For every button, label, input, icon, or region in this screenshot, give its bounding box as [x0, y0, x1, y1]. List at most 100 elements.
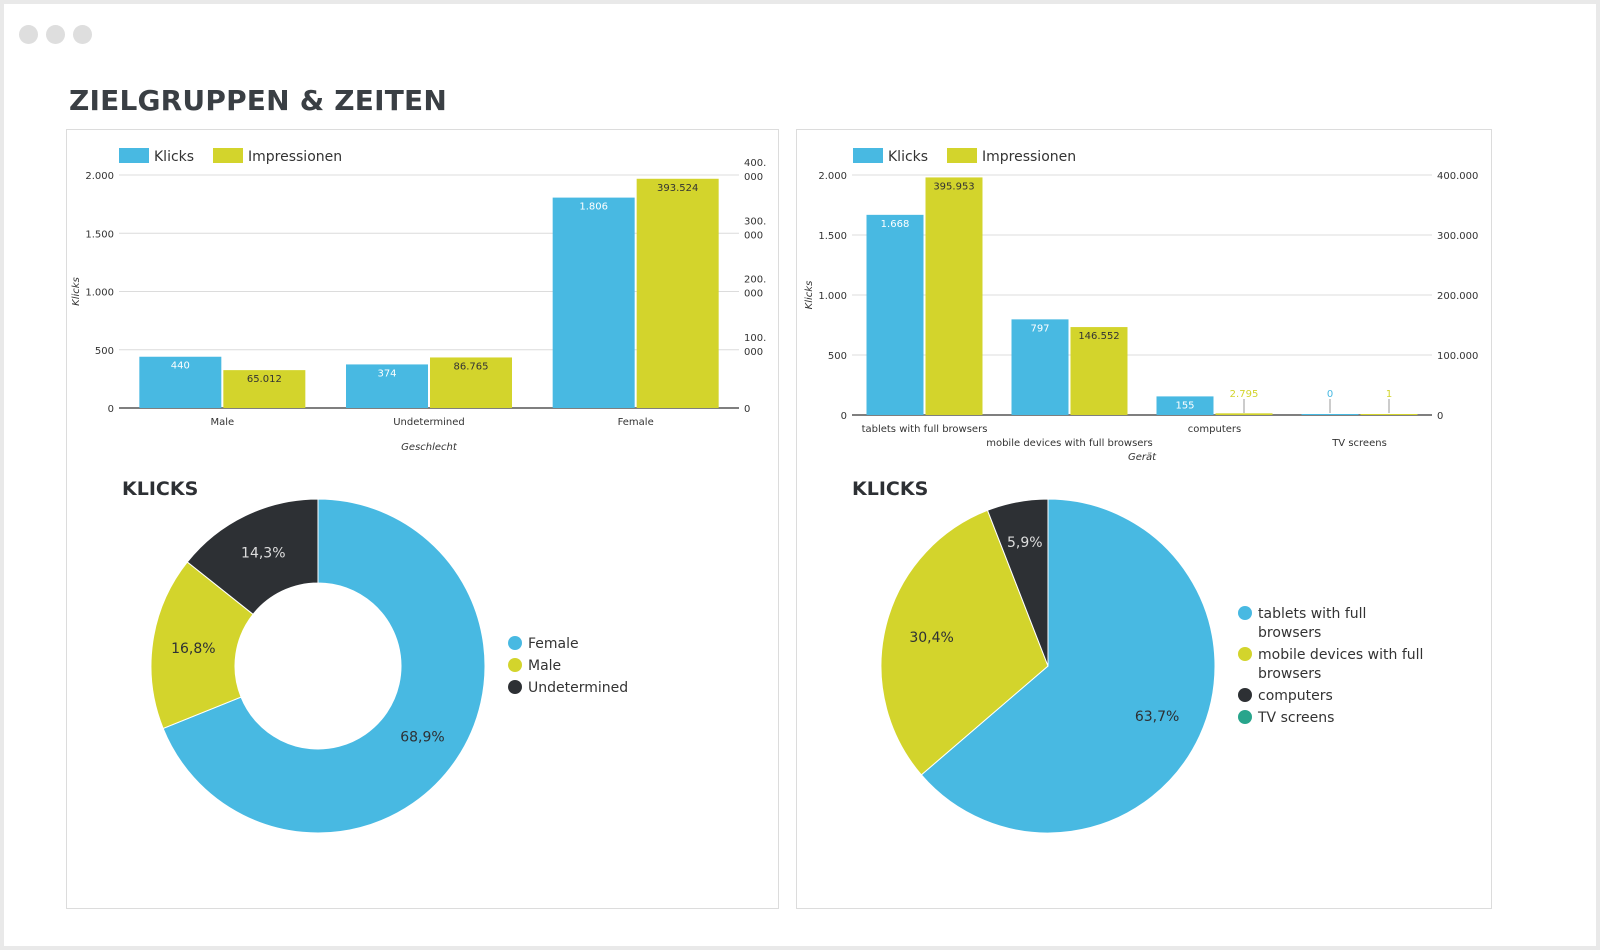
gender-bar-chart: Klicks Impressionen 0 0 500 100. 000 1.000 200. 0… — [71, 148, 766, 453]
y2-tick-label: 100. — [744, 333, 766, 344]
y2-tick-label: 300.000 — [1437, 231, 1478, 242]
pie-title: KLICKS — [852, 478, 928, 500]
y-tick-label: 1.500 — [818, 231, 847, 242]
bar-impressionen[interactable] — [1360, 414, 1418, 415]
bar-klicks[interactable] — [866, 214, 924, 415]
bar-value-label: 797 — [1030, 323, 1049, 334]
legend-item[interactable]: Undetermined — [508, 680, 628, 696]
legend-label: TV screens — [1257, 710, 1334, 726]
legend-label-klicks: Klicks — [154, 149, 194, 165]
legend-item[interactable]: Female — [508, 636, 579, 652]
y2-tick-label: 000 — [744, 230, 763, 241]
x-tick-label: TV screens — [1331, 438, 1387, 449]
legend-label: browsers — [1258, 666, 1321, 682]
pie-title: KLICKS — [122, 478, 198, 500]
legend-dot-icon — [508, 680, 522, 694]
bar-value-label: 1.668 — [881, 219, 910, 230]
bar-value-label: 0 — [1327, 389, 1333, 400]
slice-value-label: 68,9% — [400, 729, 444, 745]
x-axis-title: Gerät — [1128, 452, 1157, 463]
legend-item[interactable]: tablets with full browsers — [1238, 606, 1366, 641]
bar-value-label: 1 — [1386, 389, 1392, 400]
x-tick-label: mobile devices with full browsers — [986, 438, 1153, 449]
bar-value-label: 440 — [171, 361, 190, 372]
gender-donut-chart: KLICKS 68,9% 16,8% 14,3% Female Male Undetermi… — [122, 478, 628, 834]
pie-slice[interactable] — [186, 498, 319, 616]
bar-value-label: 1.806 — [579, 202, 608, 213]
bar-klicks[interactable] — [552, 197, 635, 408]
window-dot-icon — [73, 25, 92, 44]
device-bar-chart: Klicks Impressionen 0 0 500 100.000 1.000 200.0… — [804, 148, 1478, 463]
legend-swatch-impressionen — [213, 148, 243, 163]
legend-item[interactable]: TV screens — [1238, 710, 1334, 726]
legend-label: tablets with full — [1258, 606, 1366, 622]
y2-tick-label: 0 — [744, 404, 750, 415]
bar-value-label: 65.012 — [247, 374, 282, 385]
legend-label: browsers — [1258, 625, 1321, 641]
pie-slice[interactable] — [920, 498, 1216, 834]
bar-impressionen[interactable] — [925, 177, 983, 415]
bar-klicks[interactable] — [139, 356, 222, 408]
legend-label: Female — [528, 636, 579, 652]
bar-impressionen[interactable] — [636, 178, 719, 408]
slice-value-label: 14,3% — [241, 546, 285, 562]
bar-klicks[interactable] — [1301, 414, 1359, 415]
browser-window: ZIELGRUPPEN & ZEITEN Klicks Impressionen 0… — [4, 4, 1596, 946]
bar-value-label: 393.524 — [657, 183, 698, 194]
legend-dot-icon — [1238, 647, 1252, 661]
slice-value-label: 30,4% — [909, 630, 953, 646]
y-tick-label: 1.000 — [85, 288, 114, 299]
bar-klicks[interactable] — [1156, 396, 1214, 415]
legend-swatch-klicks — [119, 148, 149, 163]
legend-label-impressionen: Impressionen — [982, 149, 1076, 165]
bar-value-label: 155 — [1175, 400, 1194, 411]
legend-label: mobile devices with full — [1258, 647, 1423, 663]
pie-slice[interactable] — [986, 498, 1049, 667]
y2-tick-label: 400.000 — [1437, 171, 1478, 182]
y-tick-label: 2.000 — [818, 171, 847, 182]
bar-klicks[interactable] — [346, 364, 428, 408]
x-tick-label: tablets with full browsers — [862, 424, 988, 435]
bar-value-label: 2.795 — [1230, 389, 1259, 400]
bar-impressionen[interactable] — [1070, 327, 1128, 415]
chart-legend: Klicks Impressionen — [119, 148, 342, 165]
y2-tick-label: 000 — [744, 347, 763, 358]
y2-tick-label: 200.000 — [1437, 291, 1478, 302]
bar-klicks[interactable] — [1011, 319, 1069, 415]
bar-value-label: 395.953 — [933, 181, 974, 192]
gender-panel: Klicks Impressionen 0 0 500 100. 000 1.000 200. 0… — [66, 129, 779, 909]
legend-item[interactable]: mobile devices with full browsers — [1238, 647, 1423, 682]
x-tick-label: Undetermined — [393, 417, 465, 428]
legend-dot-icon — [508, 636, 522, 650]
legend-item[interactable]: computers — [1238, 688, 1333, 704]
device-panel: Klicks Impressionen 0 0 500 100.000 1.000 200.0… — [796, 129, 1492, 909]
legend-dot-icon — [1238, 606, 1252, 620]
y-tick-label: 500 — [828, 351, 847, 362]
legend-item[interactable]: Male — [508, 658, 561, 674]
pie-slice[interactable] — [150, 561, 254, 730]
y-axis-title: Klicks — [804, 281, 815, 310]
y2-tick-label: 100.000 — [1437, 351, 1478, 362]
bar-impressionen[interactable] — [223, 370, 306, 408]
page-title: ZIELGRUPPEN & ZEITEN — [69, 84, 447, 117]
bar-impressionen[interactable] — [1215, 413, 1273, 415]
pie-slice[interactable] — [880, 509, 1049, 776]
bar-value-label: 146.552 — [1078, 331, 1119, 342]
pie-slice[interactable] — [162, 498, 486, 834]
legend-swatch-impressionen — [947, 148, 977, 163]
y2-tick-label: 200. — [744, 275, 766, 286]
slice-value-label: 63,7% — [1135, 709, 1179, 725]
bar-impressionen[interactable] — [430, 357, 512, 408]
legend-label: Male — [528, 658, 561, 674]
legend-label: Undetermined — [528, 680, 628, 696]
window-dot-icon — [19, 25, 38, 44]
legend-label-impressionen: Impressionen — [248, 149, 342, 165]
slice-value-label: 5,9% — [1007, 535, 1043, 551]
bar-value-label: 374 — [377, 368, 396, 379]
y-axis-title: Klicks — [71, 277, 82, 306]
x-tick-label: Female — [618, 417, 654, 428]
x-tick-label: Male — [210, 417, 234, 428]
y-tick-label: 1.500 — [85, 229, 114, 240]
legend-swatch-klicks — [853, 148, 883, 163]
y-tick-label: 0 — [841, 411, 847, 422]
